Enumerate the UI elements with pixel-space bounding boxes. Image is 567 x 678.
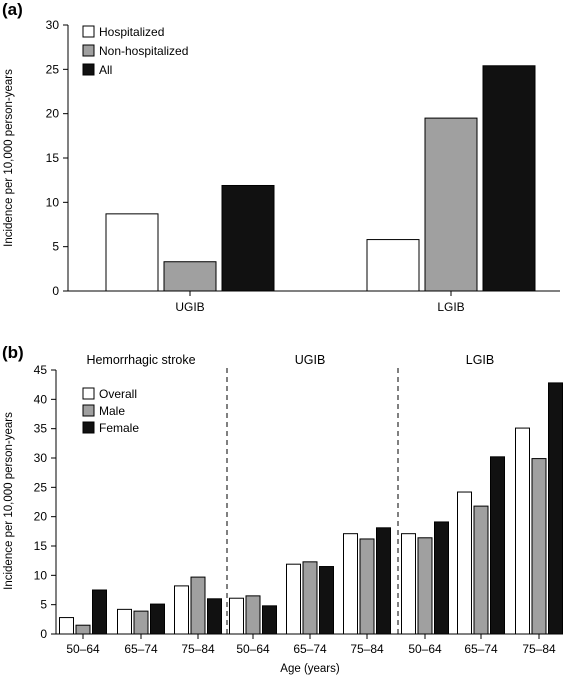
panel-b-bar bbox=[245, 595, 261, 635]
panel-b-bar bbox=[548, 382, 563, 635]
panel-b-legend-label: Female bbox=[99, 421, 139, 435]
panel-a-bar bbox=[482, 65, 536, 292]
panel-b-sections: Hemorrhagic stroke UGIB LGIB bbox=[86, 353, 494, 634]
panel-b-bar bbox=[117, 608, 132, 635]
panel-a-y-tick-label: 10 bbox=[46, 195, 60, 209]
panel-a-bar bbox=[163, 261, 217, 292]
panel-a-bar bbox=[221, 184, 275, 292]
panel-b-x-tick-label: 50–64 bbox=[66, 642, 100, 656]
panel-b-bar bbox=[359, 538, 375, 635]
panel-b-x-tick-label: 50–64 bbox=[236, 642, 270, 656]
panel-a-legend-swatch bbox=[82, 25, 95, 38]
panel-b-bar bbox=[376, 527, 391, 635]
panel-b-label: (b) bbox=[2, 343, 24, 362]
panel-b-legend: Overall Male Female bbox=[82, 387, 139, 435]
panel-b-bar bbox=[343, 533, 358, 635]
panel-a-y-tick-label: 0 bbox=[52, 284, 59, 298]
panel-b-x-tick-label: 65–74 bbox=[464, 642, 498, 656]
panel-b-legend-swatch bbox=[82, 421, 95, 434]
panel-b-bar bbox=[229, 597, 244, 635]
panel-b-bar bbox=[286, 563, 301, 635]
panel-b-y-tick-label: 10 bbox=[34, 568, 48, 582]
panel-b-legend-swatch bbox=[82, 404, 95, 417]
panel-b-bar bbox=[174, 585, 189, 635]
panel-a-y-tick-label: 5 bbox=[52, 240, 59, 254]
panel-a-y-tick-label: 30 bbox=[46, 18, 60, 32]
panel-b-y-tick-label: 25 bbox=[34, 480, 48, 494]
panel-b-bar bbox=[207, 598, 222, 635]
panel-b-bar bbox=[515, 427, 530, 635]
panel-a-legend-swatch bbox=[82, 63, 95, 76]
panel-a-legend-label: All bbox=[99, 63, 112, 77]
panel-a-label: (a) bbox=[2, 0, 23, 19]
panel-b-legend-label: Overall bbox=[99, 387, 137, 401]
panel-b-y-tick-label: 45 bbox=[34, 363, 48, 377]
panel-a-y-axis-title: Incidence per 10,000 person-years bbox=[3, 69, 15, 247]
panel-b-section-label: UGIB bbox=[295, 353, 326, 367]
panel-a: (a) Incidence per 10,000 person-years 0 5… bbox=[2, 0, 560, 314]
panel-a-legend-swatch bbox=[82, 44, 95, 57]
panel-b-x-tick-label: 75–84 bbox=[350, 642, 384, 656]
panel-b-bar bbox=[473, 505, 489, 635]
panel-b-section-label: LGIB bbox=[466, 353, 495, 367]
panel-b-bar bbox=[262, 605, 277, 635]
panel-b-bar bbox=[401, 533, 416, 635]
panel-b-bar bbox=[59, 617, 74, 635]
panel-b-y-tick-label: 20 bbox=[34, 510, 48, 524]
panel-a-y-tick-label: 25 bbox=[46, 62, 60, 76]
panel-b-x-tick-label: 75–84 bbox=[522, 642, 556, 656]
panel-b-bar bbox=[133, 610, 149, 635]
panel-b-x-tick-label: 65–74 bbox=[293, 642, 327, 656]
panel-a-bars bbox=[105, 65, 536, 292]
panel-b-y-tick-label: 35 bbox=[34, 422, 48, 436]
panel-b-legend-label: Male bbox=[99, 404, 125, 418]
panel-b-bar bbox=[150, 603, 165, 635]
panel-b-section-label: Hemorrhagic stroke bbox=[86, 353, 195, 367]
panel-b-bar bbox=[302, 561, 318, 635]
panel-b-bar bbox=[190, 576, 206, 635]
panel-b-bar bbox=[417, 537, 433, 635]
panel-b-bar bbox=[75, 624, 91, 635]
panel-b-x-tick-label: 65–74 bbox=[124, 642, 158, 656]
panel-b-bar bbox=[531, 458, 547, 635]
panel-a-y-tick-label: 20 bbox=[46, 107, 60, 121]
panel-b-y-tick-label: 40 bbox=[34, 392, 48, 406]
panel-a-legend-label: Hospitalized bbox=[99, 25, 164, 39]
panel-b-y-tick-label: 15 bbox=[34, 539, 48, 553]
panel-a-bar bbox=[424, 117, 478, 292]
panel-b-bar bbox=[490, 456, 505, 635]
panel-b-bar bbox=[434, 521, 449, 635]
panel-a-legend: Hospitalized Non-hospitalized All bbox=[82, 25, 188, 77]
panel-b-x-axis-title: Age (years) bbox=[280, 663, 340, 675]
panel-a-bar bbox=[366, 239, 420, 292]
panel-b-y-tick-label: 5 bbox=[40, 598, 47, 612]
panel-b-bar bbox=[92, 589, 107, 635]
panel-b-bars bbox=[59, 382, 563, 635]
panel-b-bar bbox=[457, 491, 472, 635]
panel-b-y-tick-label: 30 bbox=[34, 451, 48, 465]
panel-a-y-tick-label: 15 bbox=[46, 151, 60, 165]
panel-a-x-tick-label: LGIB bbox=[437, 300, 464, 314]
panel-b: (b) Incidence per 10,000 person-years Ag… bbox=[2, 343, 563, 675]
panel-b-x-tick-label: 50–64 bbox=[408, 642, 442, 656]
panel-b-y-tick-label: 0 bbox=[40, 627, 47, 641]
panel-a-x-tick-label: UGIB bbox=[175, 300, 204, 314]
panel-b-y-axis-title: Incidence per 10,000 person-years bbox=[3, 412, 15, 590]
panel-b-legend-swatch bbox=[82, 387, 95, 400]
panel-a-legend-label: Non-hospitalized bbox=[99, 44, 188, 58]
panel-a-bar bbox=[105, 213, 159, 292]
panel-b-bar bbox=[319, 566, 334, 635]
panel-b-x-tick-label: 75–84 bbox=[181, 642, 215, 656]
